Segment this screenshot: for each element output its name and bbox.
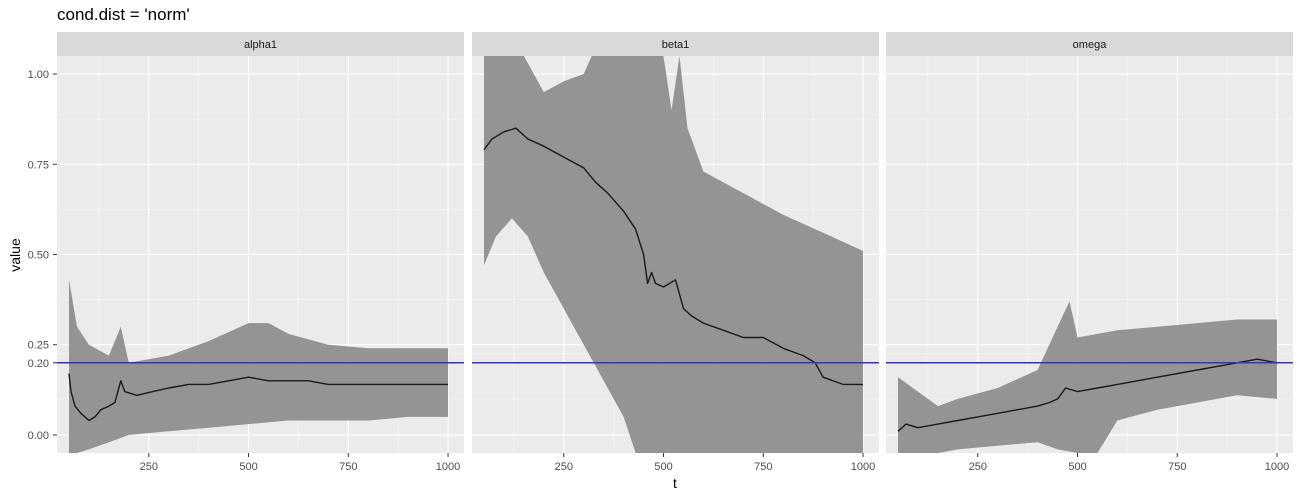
plot-area xyxy=(57,279,464,453)
y-tick-label: 0.00 xyxy=(28,430,49,442)
plot-area xyxy=(886,301,1293,453)
x-tick-label: 500 xyxy=(1068,461,1086,473)
x-tick-label: 750 xyxy=(339,461,357,473)
x-tick-label: 250 xyxy=(555,461,573,473)
confidence-band xyxy=(484,56,863,453)
strip-label-beta1: beta1 xyxy=(662,39,690,51)
y-tick-label: 0.20 xyxy=(28,358,49,370)
x-tick-label: 1000 xyxy=(851,461,875,473)
plot-area xyxy=(472,56,879,453)
strip-background xyxy=(886,32,1293,56)
panel-beta1: beta1 250 500 750 1000 xyxy=(472,32,879,473)
y-axis-title: value xyxy=(7,238,23,272)
mean-line xyxy=(68,373,448,422)
confidence-band xyxy=(69,279,448,453)
x-tick-label: 1000 xyxy=(1265,461,1289,473)
y-tick-label: 0.25 xyxy=(28,340,49,352)
strip-background xyxy=(57,32,464,56)
x-tick-label: 250 xyxy=(969,461,987,473)
panel-alpha1: alpha1 250 500 750 1000 xyxy=(57,32,464,473)
y-tick-label: 0.75 xyxy=(28,159,49,171)
strip-label-omega: omega xyxy=(1073,39,1108,51)
chart-title: cond.dist = 'norm' xyxy=(57,5,190,24)
y-tick-label: 0.50 xyxy=(28,250,49,262)
x-tick-label: 500 xyxy=(239,461,257,473)
x-axis-title: t xyxy=(673,475,677,491)
y-tick-label: 1.00 xyxy=(28,69,49,81)
x-tick-label: 750 xyxy=(1168,461,1186,473)
x-tick-label: 1000 xyxy=(436,461,460,473)
x-tick-label: 750 xyxy=(754,461,772,473)
panel-omega: omega 250 500 750 1000 xyxy=(886,32,1293,473)
x-tick-label: 250 xyxy=(140,461,158,473)
strip-background xyxy=(472,32,879,56)
confidence-band xyxy=(898,301,1277,453)
mean-line xyxy=(483,127,863,386)
mean-line xyxy=(897,358,1278,432)
y-axis: 0.00 0.20 0.25 0.50 0.75 1.00 xyxy=(28,69,57,442)
strip-label-alpha1: alpha1 xyxy=(244,39,277,51)
x-tick-label: 500 xyxy=(654,461,672,473)
